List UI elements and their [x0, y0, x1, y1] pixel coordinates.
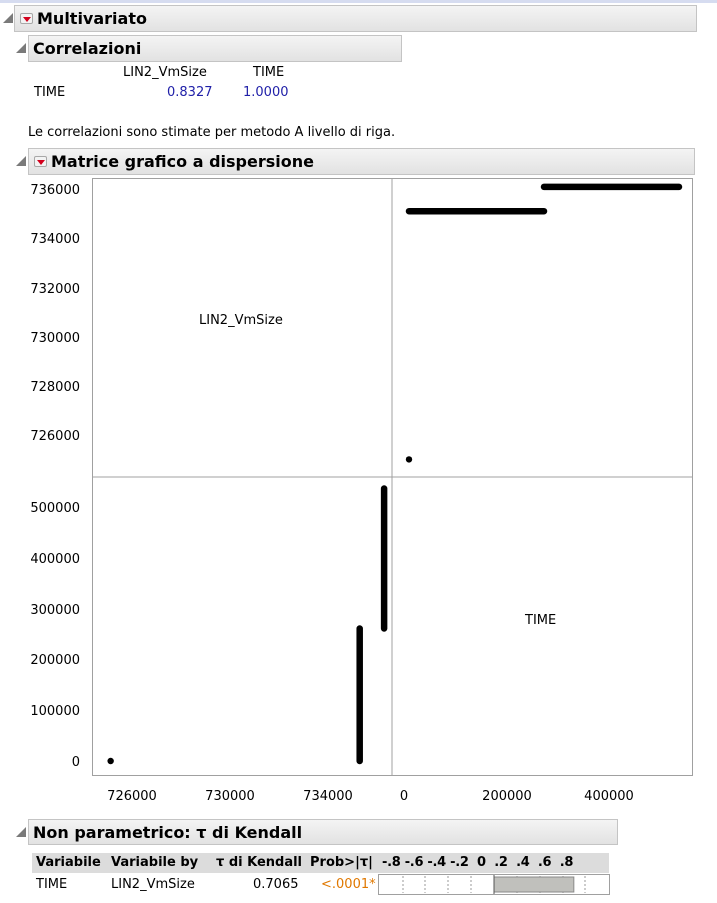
collapse-triangle-icon[interactable]: [16, 827, 26, 837]
red-triangle-menu-icon[interactable]: [34, 156, 47, 167]
collapse-triangle-icon[interactable]: [3, 13, 13, 23]
kendall-col-header: Variabile by: [111, 855, 199, 870]
corr-row-label: TIME: [34, 85, 66, 100]
collapse-triangle-icon[interactable]: [16, 156, 26, 166]
scatter-point: [107, 757, 114, 765]
y-tick-label: 0: [71, 755, 80, 770]
kendall-header: Non parametrico: τ di Kendall: [28, 819, 618, 845]
matrice-title: Matrice grafico a dispersione: [51, 152, 314, 171]
y-tick-label: 732000: [30, 282, 80, 297]
y-tick-label: 728000: [30, 380, 80, 395]
multivariato-title: Multivariato: [37, 9, 147, 28]
corr-col-header: LIN2_VmSize: [123, 65, 207, 80]
kendall-by: LIN2_VmSize: [111, 877, 195, 892]
kendall-col-header: τ di Kendall: [216, 855, 303, 870]
y-tick-label: 734000: [30, 232, 80, 247]
kendall-col-header: Prob>|τ|: [310, 855, 373, 870]
x-tick-label: 726000: [107, 789, 157, 804]
y-tick-label: 300000: [30, 603, 80, 618]
kendall-tau: 0.7065: [253, 877, 299, 892]
x-tick-label: 400000: [584, 789, 634, 804]
y-tick-label: 400000: [30, 552, 80, 567]
correlazioni-header: Correlazioni: [28, 35, 402, 62]
y-tick-label: 500000: [30, 501, 80, 516]
collapse-triangle-icon[interactable]: [16, 43, 26, 53]
red-triangle-menu-icon[interactable]: [20, 13, 33, 24]
y-tick-label: 200000: [30, 653, 80, 668]
kendall-col-header: Variabile: [36, 855, 101, 870]
diagonal-label: TIME: [525, 613, 557, 628]
kendall-bar-chart: [378, 874, 610, 895]
correlation-note: Le correlazioni sono stimate per metodo …: [28, 125, 396, 140]
corr-value: 0.8327: [167, 85, 213, 100]
x-tick-label: 730000: [205, 789, 255, 804]
kendall-table-header: [32, 853, 609, 873]
y-tick-label: 100000: [30, 704, 80, 719]
corr-value: 1.0000: [243, 85, 289, 100]
y-tick-label: 730000: [30, 331, 80, 346]
multivariato-header: Multivariato: [14, 5, 697, 32]
kendall-title: Non parametrico: τ di Kendall: [33, 822, 303, 842]
kendall-var: TIME: [36, 877, 68, 892]
diagonal-label: LIN2_VmSize: [199, 313, 283, 328]
y-tick-label: 726000: [30, 429, 80, 444]
matrice-header: Matrice grafico a dispersione: [28, 148, 695, 175]
top-accent-line: [0, 0, 717, 3]
scatter-point: [405, 456, 413, 463]
kendall-tau-bar: [493, 876, 575, 893]
x-tick-label: 200000: [482, 789, 532, 804]
correlazioni-title: Correlazioni: [33, 39, 142, 58]
kendall-col-header: -.8 -.6 -.4 -.2 0 .2 .4 .6 .8: [382, 855, 574, 870]
x-tick-label: 734000: [303, 789, 353, 804]
corr-col-header: TIME: [253, 65, 285, 80]
y-tick-label: 736000: [30, 183, 80, 198]
scatter-matrix-frame: [92, 178, 693, 776]
x-tick-label: 0: [399, 789, 409, 804]
kendall-prob: <.0001*: [321, 877, 376, 892]
